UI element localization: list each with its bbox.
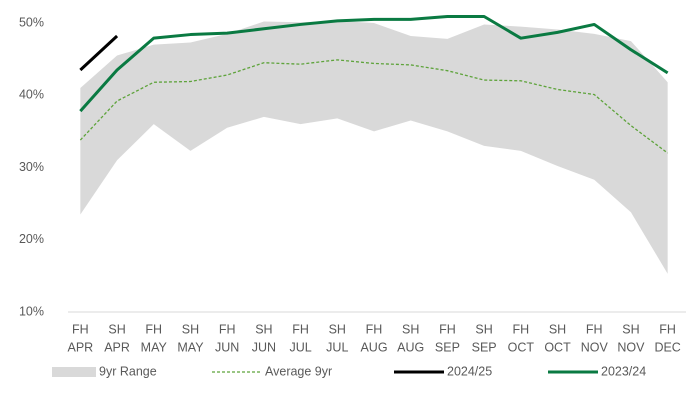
x-tick-label: OCT xyxy=(508,340,535,354)
x-tick-label: FH xyxy=(219,322,236,336)
x-tick-label: JUN xyxy=(252,340,276,354)
x-tick-label: SEP xyxy=(472,340,497,354)
x-tick-label: MAY xyxy=(177,340,204,354)
x-tick-label: AUG xyxy=(360,340,387,354)
x-tick-label: SH xyxy=(549,322,566,336)
x-tick-label: SH xyxy=(108,322,125,336)
x-tick-label: AUG xyxy=(397,340,424,354)
y-tick-label: 10% xyxy=(19,304,44,318)
x-tick-label: SH xyxy=(182,322,199,336)
x-tick-label: SH xyxy=(329,322,346,336)
x-tick-label: SH xyxy=(402,322,419,336)
y-tick-label: 40% xyxy=(19,88,44,102)
x-tick-label: FH xyxy=(512,322,529,336)
x-tick-label: JUN xyxy=(215,340,239,354)
x-tick-label: DEC xyxy=(654,340,680,354)
y-tick-label: 30% xyxy=(19,160,44,174)
legend-label: Average 9yr xyxy=(265,364,332,378)
x-tick-label: JUL xyxy=(326,340,348,354)
x-tick-label: APR xyxy=(68,340,94,354)
x-tick-label: FH xyxy=(366,322,383,336)
x-tick-label: FH xyxy=(292,322,309,336)
series-line xyxy=(79,34,119,72)
x-tick-label: FH xyxy=(586,322,603,336)
x-tick-label: OCT xyxy=(544,340,571,354)
x-tick-label: SH xyxy=(255,322,272,336)
x-tick-label: NOV xyxy=(581,340,609,354)
x-tick-label: SEP xyxy=(435,340,460,354)
y-tick-label: 50% xyxy=(19,15,44,29)
series-line xyxy=(79,14,669,113)
x-tick-label: FH xyxy=(145,322,162,336)
x-tick-label: FH xyxy=(439,322,456,336)
x-tick-label: NOV xyxy=(617,340,645,354)
x-tick-label: MAY xyxy=(141,340,168,354)
x-tick-label: SH xyxy=(622,322,639,336)
x-tick-label: APR xyxy=(104,340,130,354)
x-tick-label: FH xyxy=(72,322,89,336)
legend-label: 9yr Range xyxy=(99,364,157,378)
y-tick-label: 20% xyxy=(19,232,44,246)
legend-swatch xyxy=(52,367,96,377)
x-tick-label: JUL xyxy=(289,340,311,354)
legend-label: 2023/24 xyxy=(601,364,646,378)
x-tick-label: FH xyxy=(659,322,676,336)
x-tick-label: SH xyxy=(475,322,492,336)
legend-label: 2024/25 xyxy=(447,364,492,378)
series-line xyxy=(79,59,669,154)
range-area xyxy=(80,20,668,274)
